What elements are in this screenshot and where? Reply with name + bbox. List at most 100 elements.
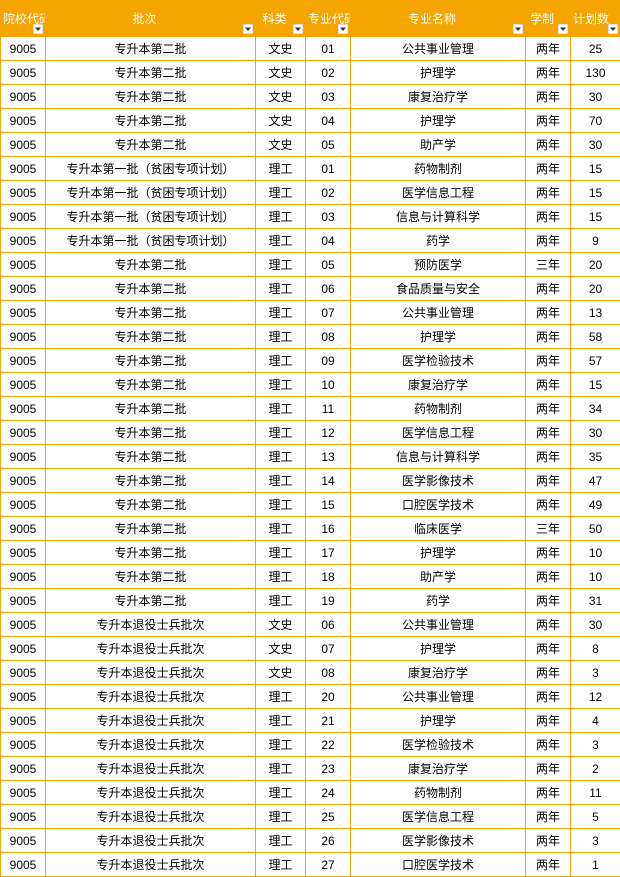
- table-row: 9005专升本第二批理工14医学影像技术两年47: [1, 469, 620, 493]
- table-cell: 两年: [526, 349, 571, 373]
- table-cell: 理工: [256, 205, 306, 229]
- table-row: 9005专升本退役士兵批次理工22医学检验技术两年3: [1, 733, 620, 757]
- table-cell: 50: [571, 517, 620, 541]
- table-cell: 两年: [526, 613, 571, 637]
- table-cell: 20: [306, 685, 351, 709]
- col-header-major-code[interactable]: 专业代码: [306, 1, 351, 37]
- table-cell: 专升本第二批: [46, 133, 256, 157]
- table-cell: 三年: [526, 253, 571, 277]
- table-cell: 14: [306, 469, 351, 493]
- table-cell: 口腔医学技术: [351, 853, 526, 877]
- table-header-row: 院校代码 批次 科类 专业代码: [1, 1, 620, 37]
- table-cell: 12: [306, 421, 351, 445]
- table-cell: 两年: [526, 733, 571, 757]
- table-cell: 药学: [351, 229, 526, 253]
- table-cell: 02: [306, 181, 351, 205]
- table-cell: 文史: [256, 37, 306, 61]
- table-cell: 16: [306, 517, 351, 541]
- table-cell: 理工: [256, 589, 306, 613]
- table-row: 9005专升本第二批文史05助产学两年30: [1, 133, 620, 157]
- table-cell: 9005: [1, 301, 46, 325]
- table-cell: 专升本第二批: [46, 397, 256, 421]
- table-cell: 02: [306, 61, 351, 85]
- table-cell: 专升本第二批: [46, 37, 256, 61]
- table-cell: 专升本第二批: [46, 373, 256, 397]
- table-cell: 07: [306, 637, 351, 661]
- col-header-label: 专业名称: [408, 12, 456, 26]
- table-cell: 9005: [1, 37, 46, 61]
- table-cell: 9005: [1, 373, 46, 397]
- table-cell: 03: [306, 205, 351, 229]
- table-cell: 公共事业管理: [351, 301, 526, 325]
- table-cell: 9005: [1, 445, 46, 469]
- table-cell: 两年: [526, 37, 571, 61]
- table-cell: 专升本第二批: [46, 301, 256, 325]
- table-cell: 专升本退役士兵批次: [46, 613, 256, 637]
- filter-dropdown-icon[interactable]: [293, 24, 303, 34]
- table-cell: 专升本第一批（贫困专项计划）: [46, 205, 256, 229]
- table-cell: 理工: [256, 685, 306, 709]
- table-cell: 专升本第一批（贫困专项计划）: [46, 181, 256, 205]
- table-cell: 10: [571, 541, 620, 565]
- table-cell: 27: [306, 853, 351, 877]
- table-cell: 03: [306, 85, 351, 109]
- col-header-major-name[interactable]: 专业名称: [351, 1, 526, 37]
- table-cell: 8: [571, 637, 620, 661]
- table-cell: 3: [571, 661, 620, 685]
- table-cell: 两年: [526, 589, 571, 613]
- table-cell: 15: [306, 493, 351, 517]
- table-cell: 21: [306, 709, 351, 733]
- table-cell: 公共事业管理: [351, 685, 526, 709]
- table-cell: 两年: [526, 205, 571, 229]
- table-cell: 9005: [1, 493, 46, 517]
- table-cell: 文史: [256, 637, 306, 661]
- table-row: 9005专升本第一批（贫困专项计划）理工01药物制剂两年15: [1, 157, 620, 181]
- filter-dropdown-icon[interactable]: [513, 24, 523, 34]
- table-cell: 13: [306, 445, 351, 469]
- table-cell: 70: [571, 109, 620, 133]
- table-cell: 理工: [256, 349, 306, 373]
- col-header-subject-type[interactable]: 科类: [256, 1, 306, 37]
- table-cell: 18: [306, 565, 351, 589]
- table-cell: 9005: [1, 565, 46, 589]
- table-cell: 两年: [526, 277, 571, 301]
- table-cell: 两年: [526, 445, 571, 469]
- col-header-plan-count[interactable]: 计划数: [571, 1, 620, 37]
- table-cell: 专升本第二批: [46, 493, 256, 517]
- col-header-college-code[interactable]: 院校代码: [1, 1, 46, 37]
- table-row: 9005专升本退役士兵批次文史06公共事业管理两年30: [1, 613, 620, 637]
- table-cell: 医学信息工程: [351, 181, 526, 205]
- table-cell: 49: [571, 493, 620, 517]
- table-cell: 9005: [1, 133, 46, 157]
- table-cell: 食品质量与安全: [351, 277, 526, 301]
- col-header-batch[interactable]: 批次: [46, 1, 256, 37]
- table-cell: 9005: [1, 709, 46, 733]
- table-cell: 医学影像技术: [351, 469, 526, 493]
- table-row: 9005专升本第一批（贫困专项计划）理工04药学两年9: [1, 229, 620, 253]
- table-body: 9005专升本第二批文史01公共事业管理两年259005专升本第二批文史02护理…: [1, 37, 620, 877]
- table-cell: 药学: [351, 589, 526, 613]
- table-cell: 理工: [256, 517, 306, 541]
- table-cell: 专升本退役士兵批次: [46, 661, 256, 685]
- filter-dropdown-icon[interactable]: [243, 24, 253, 34]
- table-row: 9005专升本退役士兵批次文史08康复治疗学两年3: [1, 661, 620, 685]
- table-cell: 两年: [526, 685, 571, 709]
- table-cell: 两年: [526, 805, 571, 829]
- table-cell: 康复治疗学: [351, 373, 526, 397]
- table-cell: 专升本第二批: [46, 61, 256, 85]
- table-cell: 9005: [1, 253, 46, 277]
- table-cell: 文史: [256, 661, 306, 685]
- table-cell: 4: [571, 709, 620, 733]
- table-cell: 助产学: [351, 565, 526, 589]
- filter-dropdown-icon[interactable]: [608, 24, 618, 34]
- table-cell: 09: [306, 349, 351, 373]
- filter-dropdown-icon[interactable]: [558, 24, 568, 34]
- table-cell: 文史: [256, 85, 306, 109]
- col-header-duration[interactable]: 学制: [526, 1, 571, 37]
- table-cell: 理工: [256, 397, 306, 421]
- table-cell: 两年: [526, 325, 571, 349]
- table-cell: 专升本第二批: [46, 541, 256, 565]
- table-cell: 08: [306, 661, 351, 685]
- table-cell: 专升本第二批: [46, 565, 256, 589]
- table-cell: 10: [306, 373, 351, 397]
